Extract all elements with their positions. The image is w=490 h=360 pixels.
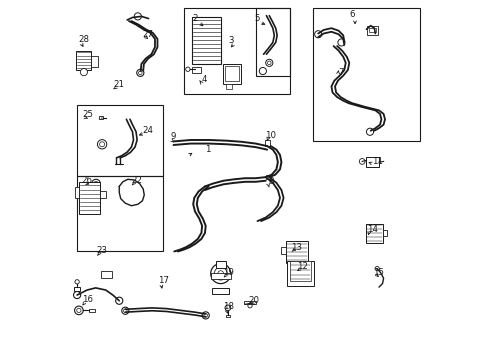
Text: 15: 15 [373,268,384,277]
Bar [92,56,98,67]
Circle shape [116,297,123,304]
Circle shape [214,267,227,280]
Bar [383,230,387,237]
Bar [212,288,229,294]
Text: 21: 21 [114,80,125,89]
Text: 4: 4 [201,76,207,85]
Circle shape [359,158,365,164]
Text: 16: 16 [82,295,93,304]
Circle shape [259,67,267,75]
Circle shape [204,314,207,317]
Bar [367,224,383,243]
Circle shape [122,307,129,314]
Text: 14: 14 [367,225,378,234]
Circle shape [375,266,379,271]
Text: 23: 23 [96,246,107,255]
Text: 18: 18 [223,302,234,311]
Text: 2: 2 [192,14,198,23]
Bar [313,8,420,141]
Text: 8: 8 [268,177,273,186]
Circle shape [266,59,273,66]
Circle shape [338,39,345,46]
Circle shape [268,61,271,64]
Bar [287,261,314,286]
Bar [367,26,378,35]
Circle shape [225,305,231,311]
Text: 12: 12 [296,262,308,271]
Text: 6: 6 [349,10,355,19]
Bar [192,18,220,64]
Text: 20: 20 [248,296,259,305]
Text: 9: 9 [170,132,175,141]
Text: 3: 3 [228,36,233,45]
Circle shape [92,179,100,188]
Bar [76,51,92,70]
Bar [216,261,226,268]
Text: 11: 11 [372,157,383,166]
Circle shape [218,271,223,276]
Bar [211,273,231,279]
Circle shape [202,312,209,319]
Text: 27: 27 [142,30,153,39]
Bar [290,261,311,281]
Bar [74,187,79,198]
Bar [226,84,232,89]
Bar [89,309,95,312]
Circle shape [75,280,79,284]
Circle shape [77,308,81,312]
Circle shape [139,71,142,75]
Bar [101,271,112,278]
Bar [286,242,308,263]
Circle shape [248,303,252,308]
Bar [225,66,239,81]
Circle shape [134,13,142,20]
Circle shape [186,67,190,71]
Circle shape [211,264,231,284]
Bar [266,175,270,179]
Bar [281,247,286,254]
Bar [74,287,80,292]
Text: 1: 1 [205,145,210,154]
Bar [184,8,290,94]
Circle shape [80,68,88,76]
Bar [245,301,256,304]
Bar [79,182,100,214]
Circle shape [99,142,104,147]
Bar [369,28,376,32]
Bar [226,315,230,317]
Text: 24: 24 [142,126,153,135]
Bar [77,176,163,251]
Bar [192,67,201,73]
Circle shape [99,116,102,119]
Text: 22: 22 [132,176,143,185]
Circle shape [137,69,144,76]
Text: 17: 17 [158,276,169,285]
Circle shape [98,140,107,149]
Bar [98,116,103,119]
Text: 10: 10 [265,131,276,140]
Bar [77,105,163,176]
Text: 7: 7 [338,68,343,77]
Bar [367,157,379,167]
Bar [100,191,106,198]
Bar [256,8,290,76]
Circle shape [367,128,373,135]
Text: 13: 13 [291,243,302,252]
Text: 28: 28 [78,36,89,45]
Circle shape [74,292,81,298]
Circle shape [123,309,127,312]
Circle shape [94,181,98,186]
Text: 5: 5 [254,14,260,23]
Circle shape [315,31,322,38]
Text: 26: 26 [82,176,93,185]
Bar [266,140,270,147]
Text: 25: 25 [82,111,93,120]
Circle shape [74,306,83,315]
Bar [223,64,242,84]
Text: 19: 19 [223,268,234,277]
